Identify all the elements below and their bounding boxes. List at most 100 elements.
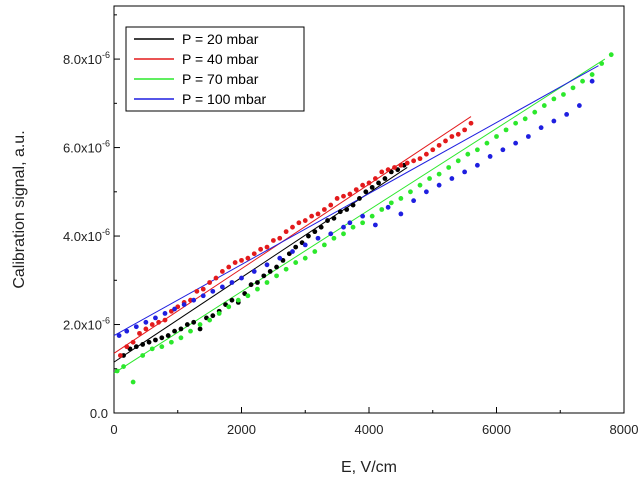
data-point: [487, 154, 493, 159]
data-point: [283, 266, 289, 272]
data-point: [133, 324, 139, 330]
data-point: [219, 269, 225, 274]
data-point: [385, 204, 391, 210]
data-point: [436, 142, 442, 148]
data-point: [229, 297, 235, 303]
data-point: [296, 220, 302, 226]
data-point: [306, 233, 311, 239]
x-tick-label: 4000: [355, 422, 384, 437]
fit-line: [113, 58, 606, 374]
data-point: [551, 118, 557, 124]
data-point: [474, 147, 480, 153]
data-point: [564, 111, 570, 117]
legend-box: [125, 26, 305, 112]
data-point: [159, 344, 165, 350]
data-point: [191, 297, 197, 303]
data-point: [315, 235, 321, 241]
data-point: [580, 78, 585, 84]
data-point: [503, 127, 509, 133]
data-point: [184, 322, 190, 327]
data-point: [379, 207, 385, 212]
data-point: [264, 262, 270, 268]
legend: P = 20 mbar P = 40 mbar P = 70 mbar P = 100…: [125, 26, 305, 112]
data-point: [172, 328, 177, 334]
data-point: [423, 189, 429, 195]
data-point: [331, 215, 337, 221]
data-point: [245, 255, 251, 261]
data-point: [143, 319, 149, 325]
data-point: [210, 313, 216, 319]
data-point: [156, 319, 162, 325]
data-point: [197, 322, 203, 327]
fit-line: [113, 116, 472, 354]
data-point: [551, 96, 557, 102]
data-point: [226, 304, 232, 310]
data-point: [133, 344, 139, 350]
data-point: [229, 280, 235, 285]
data-point: [197, 326, 203, 332]
data-point: [293, 260, 299, 265]
data-point: [274, 264, 279, 270]
data-point: [200, 286, 206, 292]
data-point: [522, 116, 528, 122]
data-point: [404, 160, 410, 166]
data-point: [239, 275, 244, 281]
data-point: [341, 193, 346, 199]
data-point: [494, 134, 499, 139]
data-point: [216, 311, 222, 316]
data-point: [350, 202, 356, 208]
data-point: [191, 319, 197, 325]
data-point: [369, 184, 375, 190]
legend-items: P = 20 mbar P = 40 mbar P = 70 mbar P = 100…: [134, 31, 267, 107]
data-points: [114, 52, 614, 385]
legend-label: P = 40 mbar: [182, 51, 259, 67]
data-point: [165, 333, 171, 338]
data-point: [570, 85, 576, 91]
data-point: [137, 330, 142, 336]
data-point: [449, 134, 455, 139]
data-point: [146, 339, 152, 345]
data-point: [532, 109, 538, 115]
data-point: [188, 328, 193, 334]
data-point: [408, 189, 413, 195]
data-point: [436, 182, 442, 188]
data-point: [500, 147, 506, 153]
x-tick-label: 2000: [227, 422, 256, 437]
data-point: [443, 138, 448, 144]
data-point: [309, 213, 315, 219]
data-point: [239, 257, 244, 263]
data-point: [321, 207, 327, 212]
data-point: [315, 211, 321, 217]
data-point: [312, 249, 318, 254]
data-point: [328, 202, 334, 208]
data-point: [270, 238, 276, 243]
data-point: [124, 328, 130, 334]
data-point: [251, 269, 257, 274]
data-point: [392, 165, 397, 170]
data-point: [385, 167, 391, 173]
y-tick-label: 0.0: [90, 406, 108, 421]
data-point: [337, 209, 343, 215]
data-point: [124, 344, 130, 350]
data-point: [168, 339, 174, 345]
y-tick-label: 2.0x10-6: [63, 316, 110, 333]
data-point: [210, 288, 216, 294]
data-point: [258, 246, 264, 252]
x-tick-label: 6000: [482, 422, 511, 437]
data-point: [411, 198, 417, 204]
data-point: [347, 220, 353, 226]
data-point: [200, 293, 206, 299]
data-point: [468, 120, 474, 126]
data-point: [274, 273, 279, 279]
data-point: [121, 364, 126, 369]
data-point: [334, 196, 340, 201]
data-point: [427, 176, 432, 181]
data-point: [360, 182, 366, 188]
x-axis-title: E, V/cm: [341, 459, 397, 476]
data-point: [589, 78, 595, 84]
data-point: [264, 280, 270, 285]
data-point: [232, 260, 238, 265]
data-point: [366, 180, 372, 186]
data-point: [446, 165, 452, 170]
